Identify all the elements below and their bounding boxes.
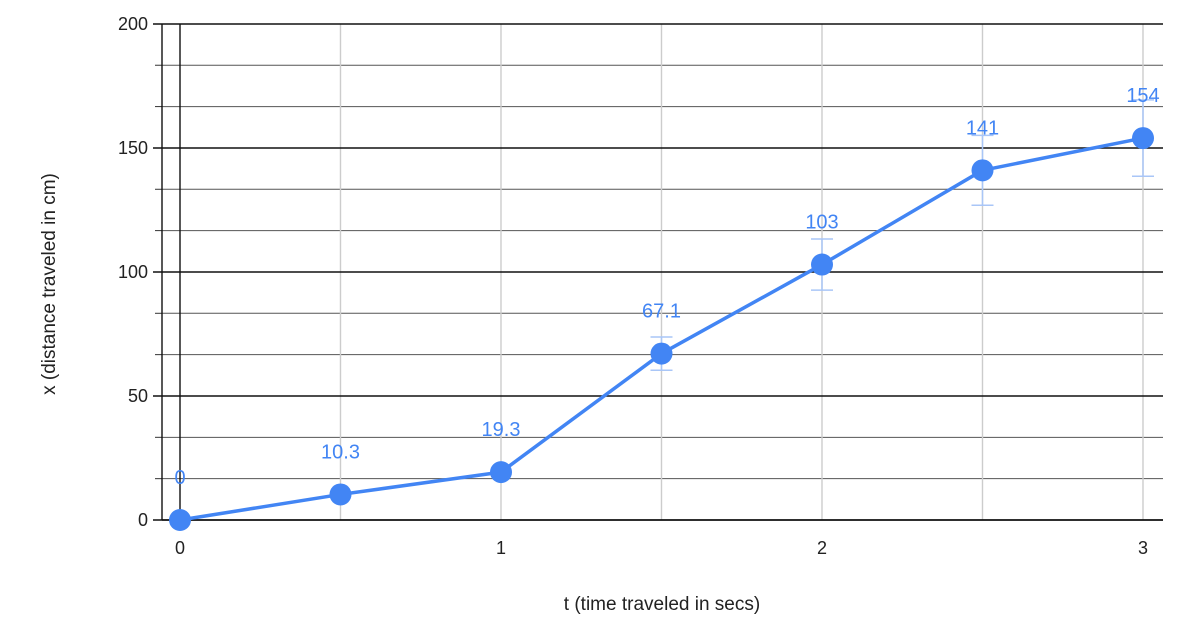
data-points xyxy=(169,127,1154,531)
x-tick-label: 0 xyxy=(175,538,185,558)
data-point xyxy=(169,509,191,531)
data-label: 10.3 xyxy=(321,441,360,463)
y-tick-label: 50 xyxy=(128,386,148,406)
x-tick-label: 2 xyxy=(817,538,827,558)
data-label: 19.3 xyxy=(482,419,521,441)
x-axis-title: t (time traveled in secs) xyxy=(564,594,760,615)
data-point xyxy=(490,461,512,484)
error-bars xyxy=(650,99,1154,371)
y-tick-label: 0 xyxy=(138,510,148,530)
data-label: 0 xyxy=(174,467,185,489)
axes xyxy=(161,24,1163,521)
data-point xyxy=(650,342,673,365)
data-label: 103 xyxy=(805,212,838,234)
x-tick-label: 3 xyxy=(1138,538,1148,558)
data-point xyxy=(1132,127,1154,150)
x-tick-label: 1 xyxy=(496,538,506,558)
y-axis-title: x (distance traveled in cm) xyxy=(39,173,60,395)
y-tick-label: 150 xyxy=(118,138,148,158)
y-tick-label: 100 xyxy=(118,262,148,282)
grid xyxy=(153,23,1163,521)
data-point xyxy=(811,253,833,276)
data-labels: 0 10.3 19.3 67.1 103 141 154 xyxy=(174,85,1159,489)
y-tick-label: 200 xyxy=(118,14,148,34)
tick-labels: 0 50 100 150 200 0 1 2 3 xyxy=(118,14,1148,558)
data-label: 141 xyxy=(966,117,999,139)
data-point xyxy=(971,159,994,182)
data-label: 154 xyxy=(1126,85,1159,107)
data-label: 67.1 xyxy=(642,301,681,323)
data-point xyxy=(329,483,352,506)
